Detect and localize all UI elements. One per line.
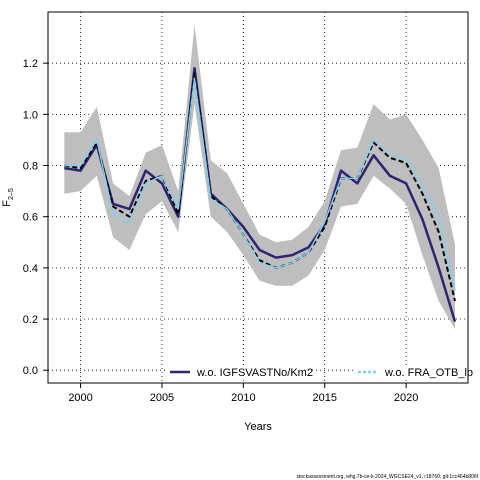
series-lines (64, 67, 457, 322)
axes: 2000 2005 2010 2015 2020 0.0 0.2 0.4 0.6 0.8 1.0 1.… (23, 58, 419, 404)
y-tick-label: 0.2 (23, 314, 38, 326)
y-tick-label: 0.8 (23, 161, 38, 173)
series-line-1 (64, 67, 457, 322)
x-tick-label: 2020 (394, 392, 418, 404)
legend-bg (168, 366, 304, 379)
y-axis-title-sub: 2–5 (8, 188, 15, 200)
x-tick-label: 2005 (150, 392, 174, 404)
watermark-text: stockassessment.org, whg.7b-ce-k-2024_WG… (297, 474, 479, 480)
y-tick-label: 0.0 (23, 365, 38, 377)
legend-label-2: w.o. FRA_OTB_lp (384, 367, 473, 379)
legend-bg (356, 366, 466, 379)
y-tick-label: 0.6 (23, 212, 38, 224)
x-axis-title: Years (244, 421, 272, 433)
legend-label-1: w.o. IGFSVASTNo/Km2 (196, 367, 313, 379)
y-axis-title-main: F (1, 200, 13, 207)
x-tick-label: 2010 (231, 392, 255, 404)
y-tick-label: 0.4 (23, 263, 38, 275)
x-tick-label: 2015 (313, 392, 337, 404)
x-tick-label: 2000 (68, 392, 92, 404)
y-tick-label: 1.2 (23, 58, 38, 70)
y-axis-title: F2–5 (1, 188, 15, 207)
series-line-2 (64, 72, 456, 302)
legend: w.o. IGFSVASTNo/Km2 w.o. FRA_OTB_lp (168, 366, 473, 379)
confidence-band (64, 24, 456, 330)
plot-frame (47, 11, 469, 384)
y-tick-label: 1.0 (23, 109, 38, 121)
series-line-3 (64, 77, 456, 292)
confidence-band-area (64, 24, 456, 330)
